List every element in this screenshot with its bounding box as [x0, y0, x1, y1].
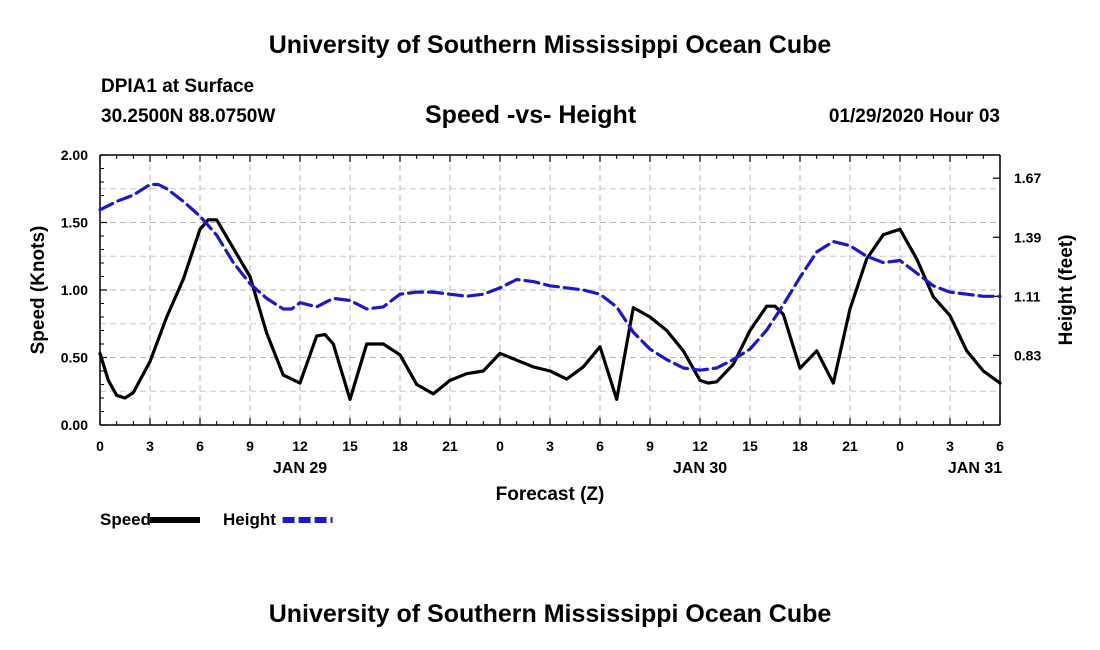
x-tick-label: 21	[842, 438, 858, 454]
y-left-tick-label: 0.50	[61, 350, 88, 366]
y-left-tick-label: 1.00	[61, 282, 88, 298]
y-left-tick-label: 2.00	[61, 147, 88, 163]
y-right-axis-title: Height (feet)	[1056, 235, 1077, 346]
x-tick-label: 0	[896, 438, 904, 454]
axes	[99, 154, 1001, 426]
x-tick-label: 12	[292, 438, 308, 454]
y-right-tick-label: 1.11	[1014, 288, 1041, 304]
y-right-tick-label: 1.67	[1014, 170, 1041, 186]
x-tick-label: 6	[596, 438, 604, 454]
x-axis-title: Forecast (Z)	[496, 484, 605, 505]
x-tick-label: 21	[442, 438, 458, 454]
legend-label-height: Height	[223, 510, 276, 529]
x-tick-label: 6	[996, 438, 1004, 454]
station-label: DPIA1 at Surface	[101, 76, 255, 97]
run-time-label: 01/29/2020 Hour 03	[828, 106, 1000, 127]
legend-label-speed: Speed	[100, 510, 151, 529]
y-left-tick-label: 1.50	[61, 215, 88, 231]
x-tick-label: 3	[946, 438, 954, 454]
x-tick-label: 0	[496, 438, 504, 454]
x-tick-label: 9	[246, 438, 254, 454]
axis-labels: 0 3 6 9 12 15 18 21 0 3 6 9 12 15 18 21 0 3 6 0.00 0.50 1.00 1…	[28, 147, 1077, 505]
x-tick-label: 3	[146, 438, 154, 454]
chart-title: Speed -vs- Height	[425, 101, 637, 129]
series-line-height	[98, 182, 1002, 372]
x-tick-label: 15	[742, 438, 758, 454]
x-tick-label: 15	[342, 438, 358, 454]
x-tick-label: 3	[546, 438, 554, 454]
x-tick-label: 18	[392, 438, 408, 454]
x-tick-label: 9	[646, 438, 654, 454]
bottom-title: University of Southern Mississippi Ocean…	[268, 600, 832, 628]
x-tick-label: 6	[196, 438, 204, 454]
legend: Speed Height	[100, 510, 333, 529]
day-label: JAN 29	[273, 460, 327, 477]
y-left-tick-label: 0.00	[61, 417, 88, 433]
grid	[100, 155, 1000, 425]
day-label: JAN 31	[948, 460, 1002, 477]
day-label: JAN 30	[673, 460, 727, 477]
y-right-tick-label: 0.83	[1014, 347, 1041, 363]
x-tick-label: 0	[96, 438, 104, 454]
coords-label: 30.2500N 88.0750W	[101, 106, 276, 127]
top-title: University of Southern Mississippi Ocean…	[268, 31, 832, 59]
x-tick-label: 18	[792, 438, 808, 454]
series	[98, 182, 1002, 401]
x-tick-label: 12	[692, 438, 708, 454]
series-line-speed	[98, 218, 1002, 401]
y-right-tick-label: 1.39	[1014, 229, 1041, 245]
y-left-axis-title: Speed (Knots)	[28, 226, 49, 355]
